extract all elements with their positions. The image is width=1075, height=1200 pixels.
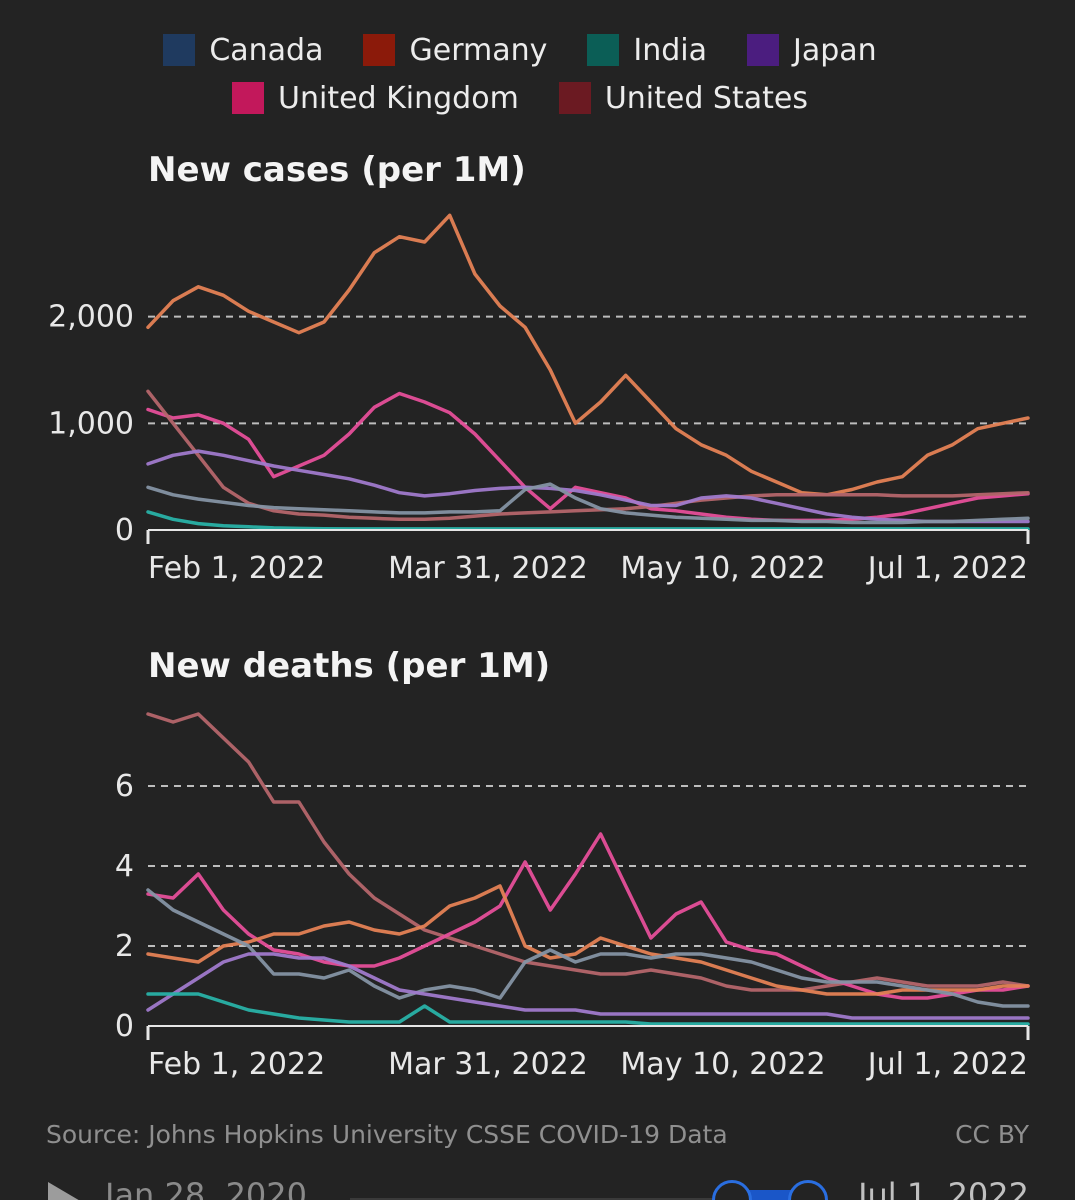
legend-label: Canada [209,32,324,68]
chart1-x-tick-label: Jul 1, 2022 [866,1047,1028,1082]
chart0-x-tick-label: May 10, 2022 [620,551,825,586]
chart0-x-tick-label: Feb 1, 2022 [148,551,325,586]
chart1-series-india [146,992,1030,1026]
timeline-end-handle[interactable] [788,1180,828,1200]
play-icon[interactable] [48,1182,82,1200]
chart0-y-tick-label: 2,000 [48,300,134,335]
chart0-y-tick-label: 1,000 [48,406,134,441]
timeline-start-date: Jan 28, 2020 [105,1176,307,1200]
legend: Canada Germany India Japan United Kingdom Uni… [0,30,1040,118]
legend-item-japan[interactable]: Japan [747,30,877,70]
chart1-y-tick-label: 4 [115,849,134,884]
timeline: Jan 28, 2020 Jul 1, 2022 [0,1170,1075,1200]
chart0-series-united-kingdom [146,391,1030,523]
chart0-series-canada [146,482,1030,525]
cases-chart-title: New cases (per 1M) [148,150,526,190]
source-text[interactable]: Source: Johns Hopkins University CSSE CO… [46,1120,728,1149]
chart1-x-tick-label: May 10, 2022 [620,1047,825,1082]
timeline-track[interactable] [350,1198,820,1200]
chart1-series-united-states [146,712,1030,992]
chart0-x-tick-label: Mar 31, 2022 [388,551,588,586]
cases-chart: 0 1,000 2,000 Feb 1, 2022 Mar 31, 2022 May 10… [48,213,1030,586]
legend-swatch [163,34,196,66]
legend-item-united-kingdom[interactable]: United Kingdom [232,78,519,118]
legend-item-india[interactable]: India [587,30,707,70]
chart0-series-japan [146,449,1030,524]
license-text[interactable]: CC BY [955,1120,1029,1149]
chart1-y-tick-label: 6 [115,769,134,804]
timeline-range [740,1190,810,1200]
chart1-x-tick-label: Mar 31, 2022 [388,1047,588,1082]
chart0-x-tick-label: Jul 1, 2022 [866,551,1028,586]
legend-swatch [587,34,620,66]
legend-label: United Kingdom [278,80,519,116]
deaths-chart-title: New deaths (per 1M) [148,646,551,686]
timeline-end-date: Jul 1, 2022 [858,1176,1029,1200]
legend-swatch [363,34,396,66]
chart1-x-tick-label: Feb 1, 2022 [148,1047,325,1082]
chart1-y-tick-label: 2 [115,929,134,964]
legend-swatch [232,82,265,114]
chart0-series-germany [146,213,1030,497]
legend-label: United States [604,80,808,116]
chart1-series-japan [146,952,1030,1020]
deaths-chart: 0 2 4 6 Feb 1, 2022 Mar 31, 2022 May 10, 2022 J… [115,712,1030,1082]
legend-item-germany[interactable]: Germany [363,30,547,70]
chart0-y-tick-label: 0 [115,513,134,548]
chart0-series-united-states [146,389,1030,522]
legend-item-canada[interactable]: Canada [163,30,323,70]
legend-label: Germany [409,32,548,68]
legend-item-united-states[interactable]: United States [558,78,808,118]
timeline-start-handle[interactable] [712,1180,752,1200]
legend-label: India [633,32,707,68]
chart0-series-india [146,510,1030,531]
legend-label: Japan [793,32,877,68]
legend-swatch [747,34,779,66]
chart1-series-canada [146,888,1030,1008]
chart1-series-germany [146,884,1030,996]
chart1-y-tick-label: 0 [115,1009,134,1044]
legend-swatch [558,82,591,114]
